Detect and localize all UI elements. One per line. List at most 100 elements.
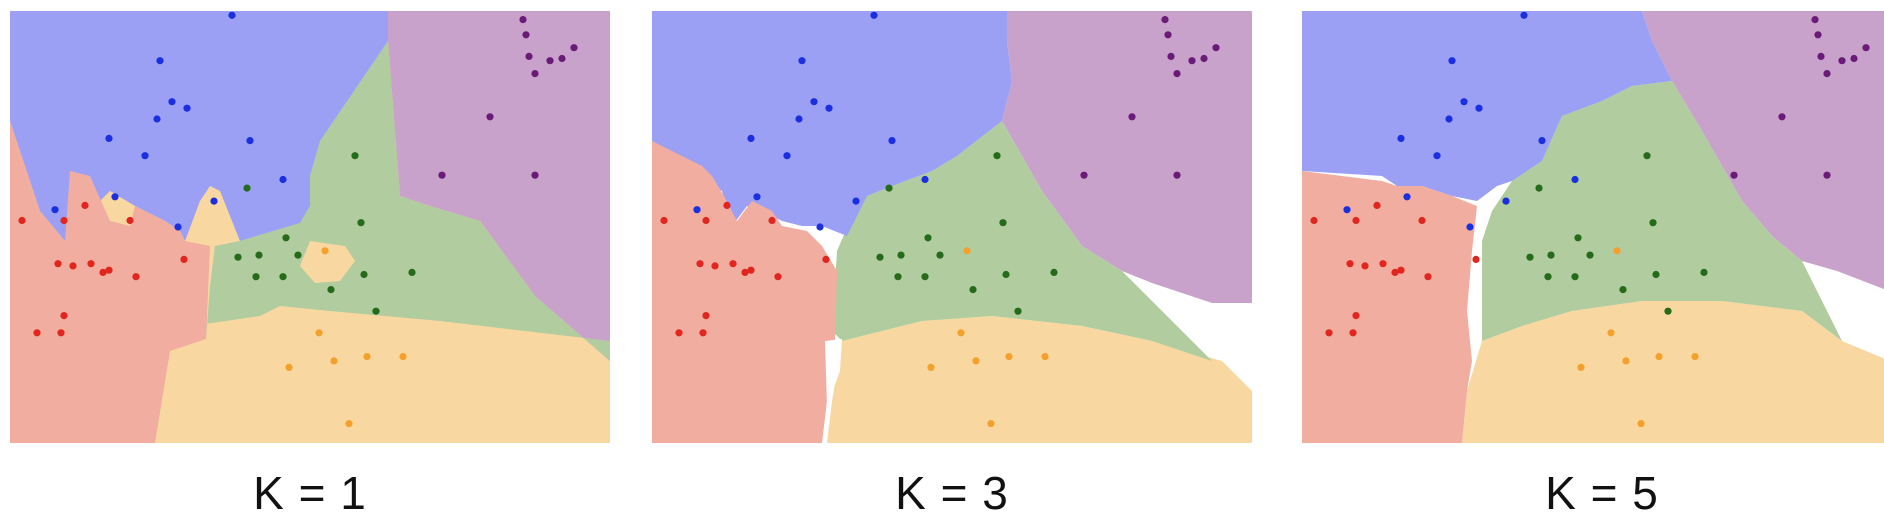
- point-yellow: [1613, 247, 1621, 255]
- point-yellow: [927, 363, 935, 371]
- point-red: [1373, 201, 1381, 209]
- point-blue: [51, 206, 59, 214]
- point-green: [1547, 251, 1555, 259]
- point-blue: [753, 193, 761, 201]
- point-purple: [1128, 113, 1136, 121]
- point-green: [294, 251, 302, 259]
- point-red: [81, 201, 89, 209]
- point-purple: [1817, 52, 1825, 61]
- point-blue: [174, 223, 182, 231]
- point-blue: [1433, 152, 1441, 160]
- point-red: [768, 216, 776, 225]
- point-purple: [1862, 44, 1870, 52]
- knn-panel-k5: [1302, 11, 1884, 443]
- point-green: [1586, 251, 1594, 259]
- point-purple: [1164, 31, 1172, 39]
- region-purple: [365, 11, 610, 361]
- point-yellow: [285, 363, 293, 371]
- region-yellow-island: [300, 241, 355, 283]
- point-purple: [1811, 16, 1819, 24]
- point-green: [372, 307, 380, 315]
- caption-k5: K = 5: [1545, 467, 1659, 519]
- point-yellow: [345, 420, 353, 428]
- point-blue: [870, 11, 878, 19]
- point-red: [747, 266, 755, 274]
- point-purple: [531, 171, 539, 179]
- point-blue: [1538, 137, 1546, 145]
- point-red: [1424, 273, 1432, 281]
- point-blue: [798, 57, 806, 65]
- point-green: [936, 251, 944, 259]
- training-points: [1310, 11, 1870, 428]
- point-blue: [816, 223, 824, 231]
- caption-k3: K = 3: [895, 467, 1009, 519]
- knn-panel-k1: [10, 11, 610, 443]
- point-green: [1700, 268, 1708, 276]
- point-red: [675, 329, 683, 337]
- training-points: [660, 11, 1220, 428]
- point-red: [1352, 312, 1360, 320]
- point-blue: [888, 137, 896, 145]
- point-blue: [825, 104, 833, 112]
- point-blue: [210, 197, 218, 205]
- point-purple: [1823, 171, 1831, 179]
- point-red: [33, 329, 41, 337]
- decision-boundary-plot-k3: [652, 11, 1252, 443]
- region-blue: [652, 11, 1012, 236]
- point-red: [1346, 260, 1354, 268]
- training-points: [18, 11, 578, 428]
- point-green: [993, 152, 1001, 160]
- point-red: [69, 262, 77, 270]
- point-blue: [852, 197, 860, 205]
- point-red: [87, 260, 95, 268]
- region-blue: [10, 11, 388, 241]
- point-green: [1574, 234, 1582, 242]
- point-blue: [783, 152, 791, 160]
- point-red: [1325, 329, 1333, 337]
- point-green: [327, 286, 335, 294]
- point-yellow: [1607, 329, 1615, 337]
- point-purple: [1173, 70, 1181, 78]
- point-blue: [1460, 98, 1468, 106]
- point-blue: [1571, 175, 1579, 184]
- point-purple: [1188, 57, 1196, 65]
- point-purple: [1161, 16, 1169, 24]
- point-blue: [921, 175, 929, 184]
- point-purple: [570, 44, 578, 52]
- point-green: [969, 286, 977, 294]
- point-yellow: [1622, 357, 1630, 365]
- point-purple: [1778, 113, 1786, 121]
- point-green: [921, 273, 929, 281]
- point-purple: [1200, 54, 1208, 63]
- point-blue: [810, 98, 818, 106]
- point-green: [1526, 253, 1534, 261]
- point-yellow: [1637, 420, 1645, 428]
- point-blue: [153, 115, 161, 123]
- point-red: [741, 268, 749, 276]
- point-red: [702, 216, 710, 225]
- point-green: [1619, 286, 1627, 294]
- point-purple: [438, 171, 446, 179]
- point-red: [1349, 329, 1357, 337]
- point-yellow: [1005, 353, 1013, 361]
- point-red: [1397, 266, 1405, 274]
- point-blue: [795, 115, 803, 123]
- point-purple: [1838, 57, 1846, 65]
- point-red: [99, 268, 107, 276]
- point-green: [243, 184, 251, 192]
- point-red: [696, 260, 704, 268]
- region-red: [10, 121, 210, 443]
- point-blue: [1343, 206, 1351, 214]
- point-red: [822, 255, 830, 263]
- region-red: [652, 141, 837, 443]
- region-purple: [1002, 11, 1252, 303]
- point-yellow: [1655, 353, 1663, 361]
- point-green: [234, 253, 242, 261]
- point-green: [897, 251, 905, 259]
- point-blue: [1466, 223, 1474, 231]
- point-purple: [519, 16, 527, 24]
- point-yellow: [321, 247, 329, 255]
- point-yellow: [315, 329, 323, 337]
- point-blue: [1448, 57, 1456, 65]
- point-green: [1002, 270, 1010, 279]
